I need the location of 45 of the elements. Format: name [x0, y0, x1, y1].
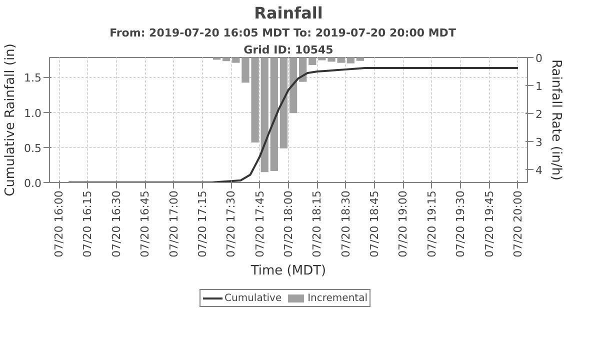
bar: [260, 58, 268, 172]
y-tick-label: 0.5: [24, 142, 42, 155]
bar: [280, 58, 288, 148]
y-tick-label: 1.0: [24, 106, 42, 120]
y2-axis-title: Rainfall Rate (in/h): [548, 59, 564, 181]
x-tick-label: 07/20 16:15: [81, 190, 94, 258]
bar: [356, 58, 364, 61]
bar: [222, 58, 230, 62]
y-tick-label: 0.0: [24, 177, 42, 190]
chart-title: Rainfall: [254, 4, 323, 22]
x-tick-label: 07/20 16:45: [138, 190, 152, 258]
y-tick-label: 1.5: [24, 72, 42, 85]
bar: [289, 58, 298, 114]
x-tick-label: 07/20 18:15: [310, 190, 324, 258]
x-tick-label: 07/20 18:00: [282, 190, 295, 258]
chart-subtitle: From: 2019-07-20 16:05 MDT To: 2019-07-20 20:00 MDT: [110, 26, 456, 40]
bar: [308, 58, 316, 66]
x-axis-title: Time (MDT): [250, 263, 326, 278]
legend-label: Incremental: [308, 292, 368, 304]
x-tick-label: 07/20 16:00: [52, 190, 66, 258]
y2-tick-label: 1: [536, 80, 542, 93]
y2-tick-label: 4: [536, 164, 542, 177]
x-tick-label: 07/20 19:00: [396, 190, 410, 258]
bar: [232, 58, 240, 63]
y-axis-title: Cumulative Rainfall (in): [3, 44, 18, 196]
x-tick-label: 07/20 17:00: [167, 190, 180, 258]
x-tick-label: 07/20 17:15: [196, 190, 209, 258]
x-tick-label: 07/20 20:00: [511, 190, 524, 258]
line-series: [68, 67, 519, 182]
x-tick-label: 07/20 18:45: [368, 190, 382, 258]
x-tick-label: 07/20 19:30: [454, 190, 468, 258]
bar: [346, 58, 354, 64]
x-tick-label: 07/20 16:30: [110, 190, 123, 258]
legend-label: Cumulative: [224, 292, 282, 304]
bar: [270, 58, 278, 172]
x-tick-label: 07/20 19:15: [425, 190, 438, 258]
y2-tick-label: 3: [536, 136, 542, 149]
x-tick-label: 07/20 17:30: [224, 190, 238, 258]
text: Grid ID: 10545: [244, 44, 334, 56]
bar: [337, 58, 345, 63]
y2-tick-label: 0: [536, 52, 542, 65]
x-tick-label: 07/20 19:45: [482, 190, 496, 258]
y2-tick-label: 2: [536, 108, 542, 121]
x-tick-label: 07/20 18:30: [339, 190, 352, 258]
x-tick-label: 07/20 17:45: [253, 190, 266, 258]
